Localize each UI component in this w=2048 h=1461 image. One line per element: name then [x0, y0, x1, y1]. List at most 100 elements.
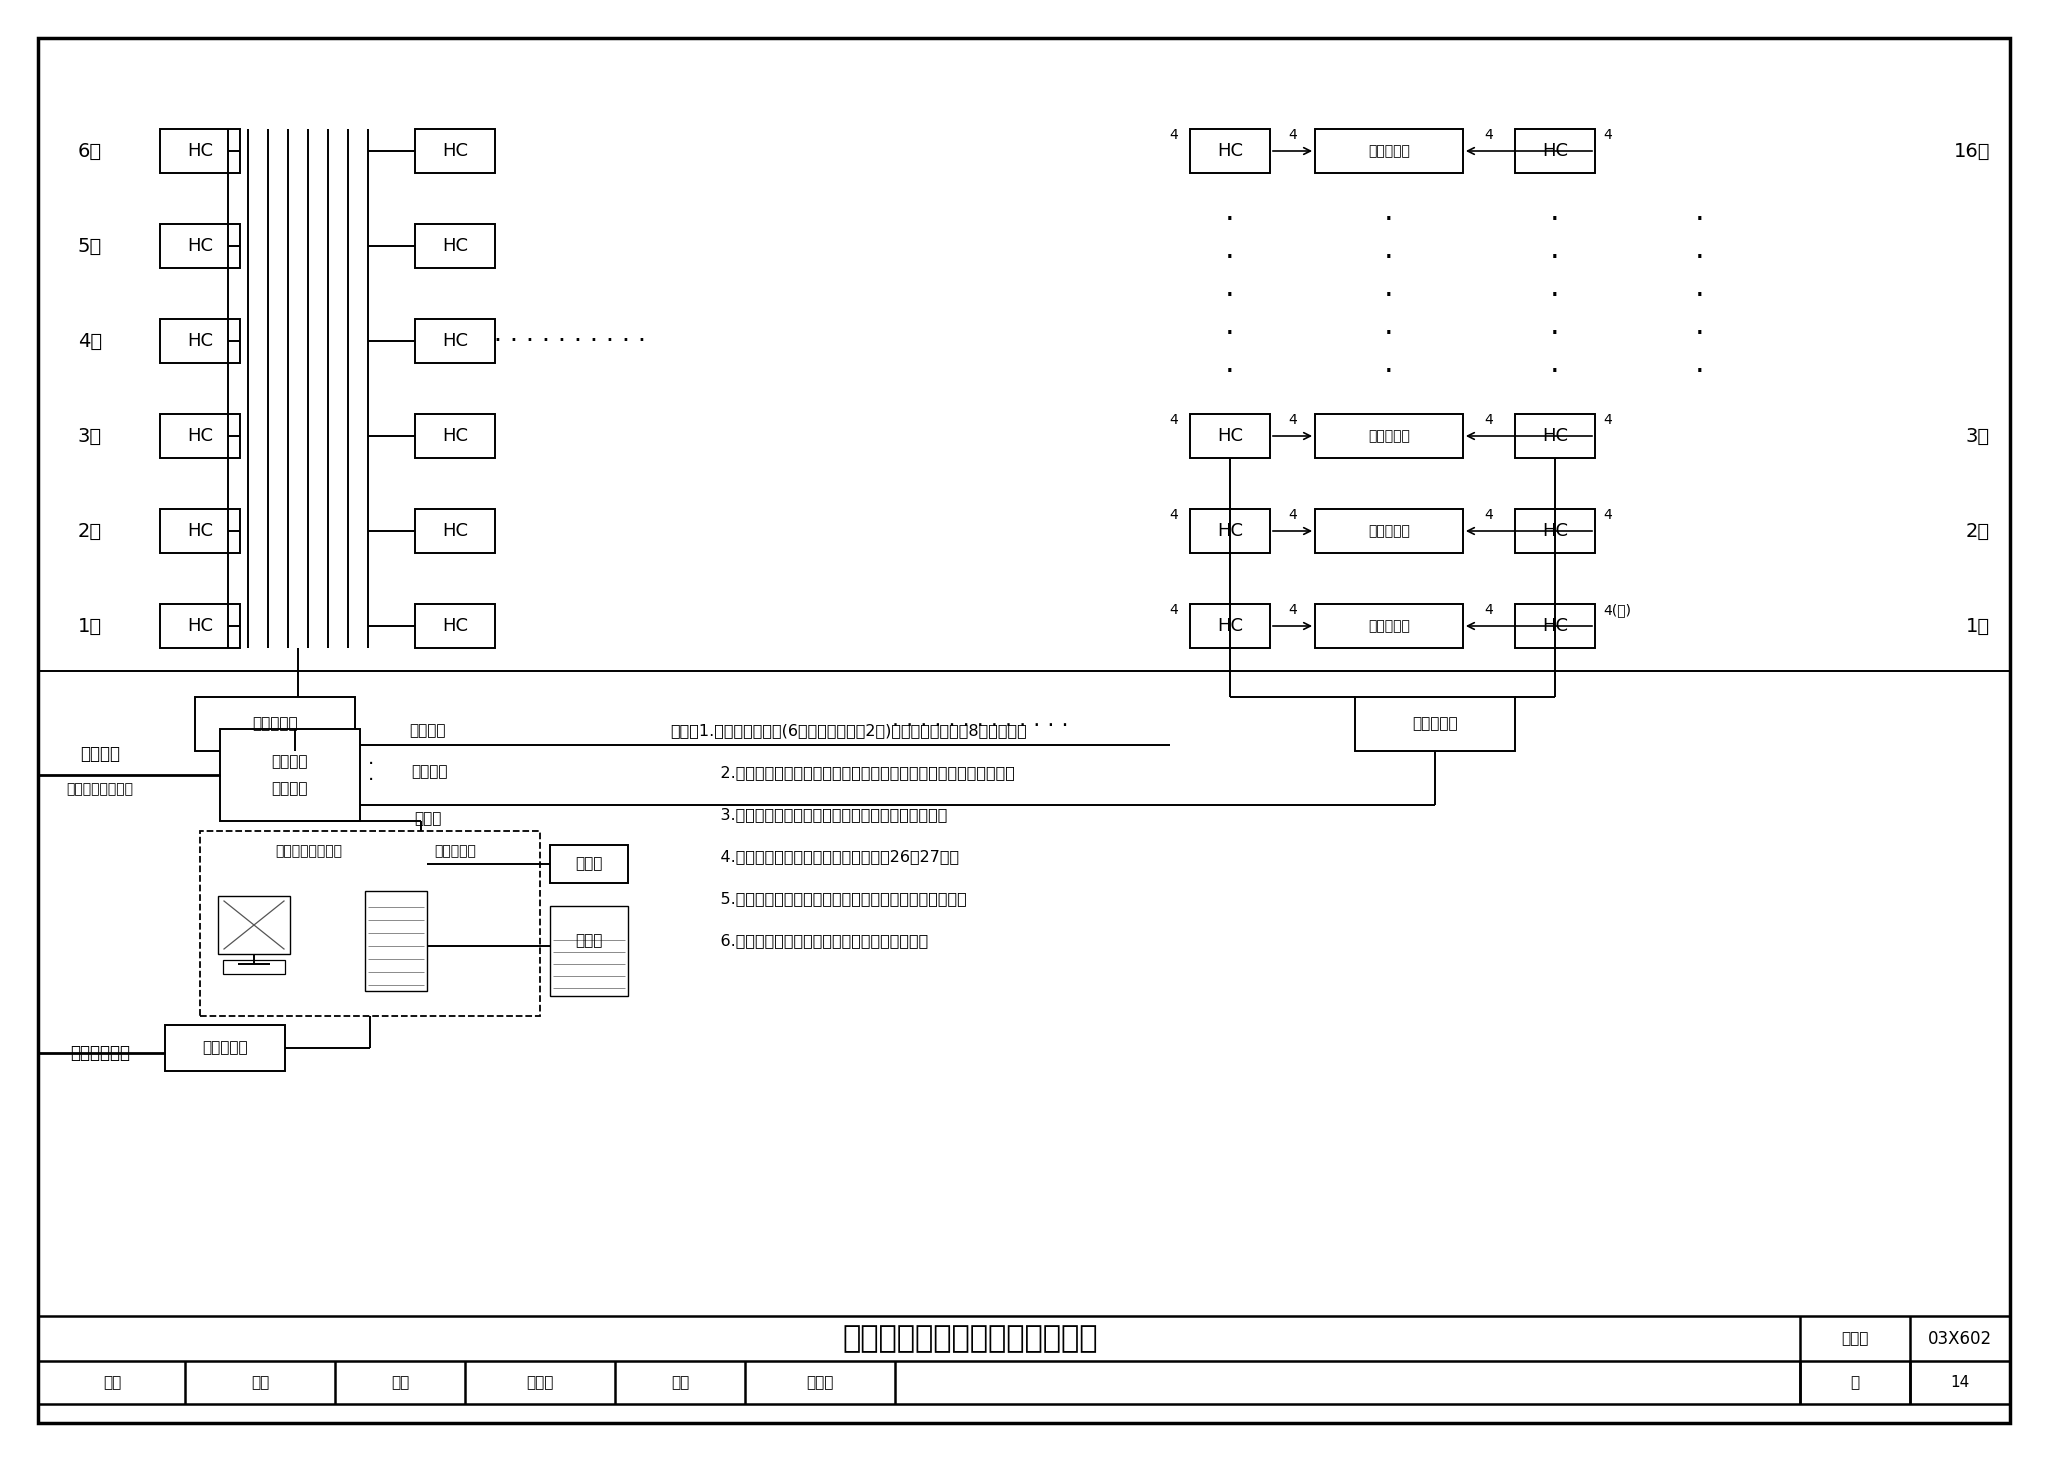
Text: 李雪佩: 李雪佩 — [526, 1375, 553, 1389]
Text: HC: HC — [186, 522, 213, 541]
Text: HC: HC — [1217, 427, 1243, 446]
Bar — [1315, 508, 1462, 554]
Text: 电话分线箱: 电话分线箱 — [1368, 524, 1409, 538]
Text: ·: · — [1225, 320, 1235, 349]
Text: ·: · — [1696, 244, 1704, 273]
Text: 3.家庭智能控制器内配置了与电话线连接的收发器。: 3.家庭智能控制器内配置了与电话线连接的收发器。 — [700, 808, 948, 823]
Text: 采用公共电话网的家居控制系统: 采用公共电话网的家居控制系统 — [842, 1324, 1098, 1353]
Text: 2层: 2层 — [1966, 522, 1991, 541]
Text: ·: · — [369, 755, 375, 774]
Text: HC: HC — [442, 522, 469, 541]
Text: HC: HC — [186, 617, 213, 636]
Text: ·: · — [1225, 206, 1235, 235]
Text: HC: HC — [186, 142, 213, 161]
Text: HC: HC — [1542, 142, 1569, 161]
Text: 6.利用电话线进行信息传输，需交单向电话费。: 6.利用电话线进行信息传输，需交单向电话费。 — [700, 934, 928, 948]
Text: 电话电缆: 电话电缆 — [412, 764, 449, 780]
Bar — [416, 318, 496, 362]
Bar — [223, 960, 285, 974]
Text: ·: · — [1696, 320, 1704, 349]
Text: ·: · — [1384, 320, 1395, 349]
Text: 打印机: 打印机 — [575, 934, 602, 948]
Bar — [416, 603, 496, 649]
Bar — [1315, 413, 1462, 457]
Text: 4层: 4层 — [78, 332, 102, 351]
Text: HC: HC — [442, 427, 469, 446]
Bar — [166, 1026, 285, 1071]
Text: ·: · — [1384, 206, 1395, 235]
Text: 4: 4 — [1485, 413, 1493, 427]
Bar — [416, 129, 496, 172]
Text: ·: · — [1225, 244, 1235, 273]
Text: · · · · · · · · · ·: · · · · · · · · · · — [494, 329, 645, 354]
Bar — [1516, 413, 1595, 457]
Text: 4: 4 — [1604, 129, 1612, 142]
Text: ·: · — [1696, 358, 1704, 387]
Text: ·: · — [1550, 282, 1561, 311]
Text: 03X602: 03X602 — [1927, 1330, 1993, 1347]
Text: ·: · — [1384, 244, 1395, 273]
Text: HC: HC — [1542, 427, 1569, 446]
Text: 4: 4 — [1169, 129, 1178, 142]
Bar — [1356, 697, 1516, 751]
Text: HC: HC — [186, 332, 213, 351]
Bar — [160, 318, 240, 362]
Text: 小区物业管理中心: 小区物业管理中心 — [274, 844, 342, 858]
Bar — [365, 891, 426, 991]
Bar — [416, 508, 496, 554]
Bar — [160, 508, 240, 554]
Text: 接公用通信网: 接公用通信网 — [70, 1045, 129, 1062]
Text: 6层: 6层 — [78, 142, 102, 161]
Text: 1层: 1层 — [78, 617, 102, 636]
Bar — [1516, 603, 1595, 649]
Text: 5层: 5层 — [78, 237, 102, 256]
Text: 电话分线箱: 电话分线箱 — [1368, 619, 1409, 633]
Bar — [219, 729, 360, 821]
Text: 小区电话: 小区电话 — [272, 754, 309, 768]
Text: 4: 4 — [1485, 508, 1493, 522]
Bar — [551, 906, 629, 996]
Text: · · · · · · · · · · · · ·: · · · · · · · · · · · · · — [891, 716, 1069, 736]
Text: 校对: 校对 — [391, 1375, 410, 1389]
Text: ·: · — [1550, 244, 1561, 273]
Text: ·: · — [1225, 282, 1235, 311]
Text: HC: HC — [442, 617, 469, 636]
Text: ·: · — [1225, 358, 1235, 387]
Text: 朱立彤: 朱立彤 — [807, 1375, 834, 1389]
Text: 4: 4 — [1169, 603, 1178, 617]
Text: 图集号: 图集号 — [1841, 1331, 1868, 1346]
Bar — [551, 844, 629, 882]
Bar — [1190, 603, 1270, 649]
Text: 4.家庭控制器与室内设备的连接详见第26、27页。: 4.家庭控制器与室内设备的连接详见第26、27页。 — [700, 849, 958, 865]
Text: 16层: 16层 — [1954, 142, 1991, 161]
Text: HC: HC — [186, 427, 213, 446]
Bar — [160, 413, 240, 457]
Text: 2.楼内由家庭智能控制器（电话机）至电话分线箱的导线为电话线。: 2.楼内由家庭智能控制器（电话机）至电话分线箱的导线为电话线。 — [700, 766, 1016, 780]
Text: 电话分线箱: 电话分线箱 — [1413, 716, 1458, 732]
Text: HC: HC — [1217, 617, 1243, 636]
Bar — [1190, 413, 1270, 457]
Bar — [416, 224, 496, 267]
Text: ·: · — [1696, 282, 1704, 311]
Text: 4: 4 — [1169, 508, 1178, 522]
Text: 4: 4 — [1604, 413, 1612, 427]
Text: ·: · — [369, 770, 375, 789]
Text: 4: 4 — [1485, 603, 1493, 617]
Text: HC: HC — [1542, 617, 1569, 636]
Text: 4: 4 — [1288, 129, 1296, 142]
Bar — [1190, 508, 1270, 554]
Text: 交接设备: 交接设备 — [272, 782, 309, 796]
Text: HC: HC — [1542, 522, 1569, 541]
Text: 系统服务器: 系统服务器 — [434, 844, 475, 858]
Text: HC: HC — [1217, 522, 1243, 541]
Text: 4: 4 — [1288, 603, 1296, 617]
Bar — [1315, 603, 1462, 649]
Text: 页: 页 — [1851, 1375, 1860, 1389]
Text: 调制解调器: 调制解调器 — [203, 1040, 248, 1055]
Text: ·: · — [1384, 358, 1395, 387]
Text: 5.由于采用电话线的传输方式，本系统适用于改造工程。: 5.由于采用电话线的传输方式，本系统适用于改造工程。 — [700, 891, 967, 906]
Text: 设计: 设计 — [672, 1375, 688, 1389]
Text: 电话分线箱: 电话分线箱 — [1368, 145, 1409, 158]
Bar — [160, 224, 240, 267]
Text: 2层: 2层 — [78, 522, 102, 541]
